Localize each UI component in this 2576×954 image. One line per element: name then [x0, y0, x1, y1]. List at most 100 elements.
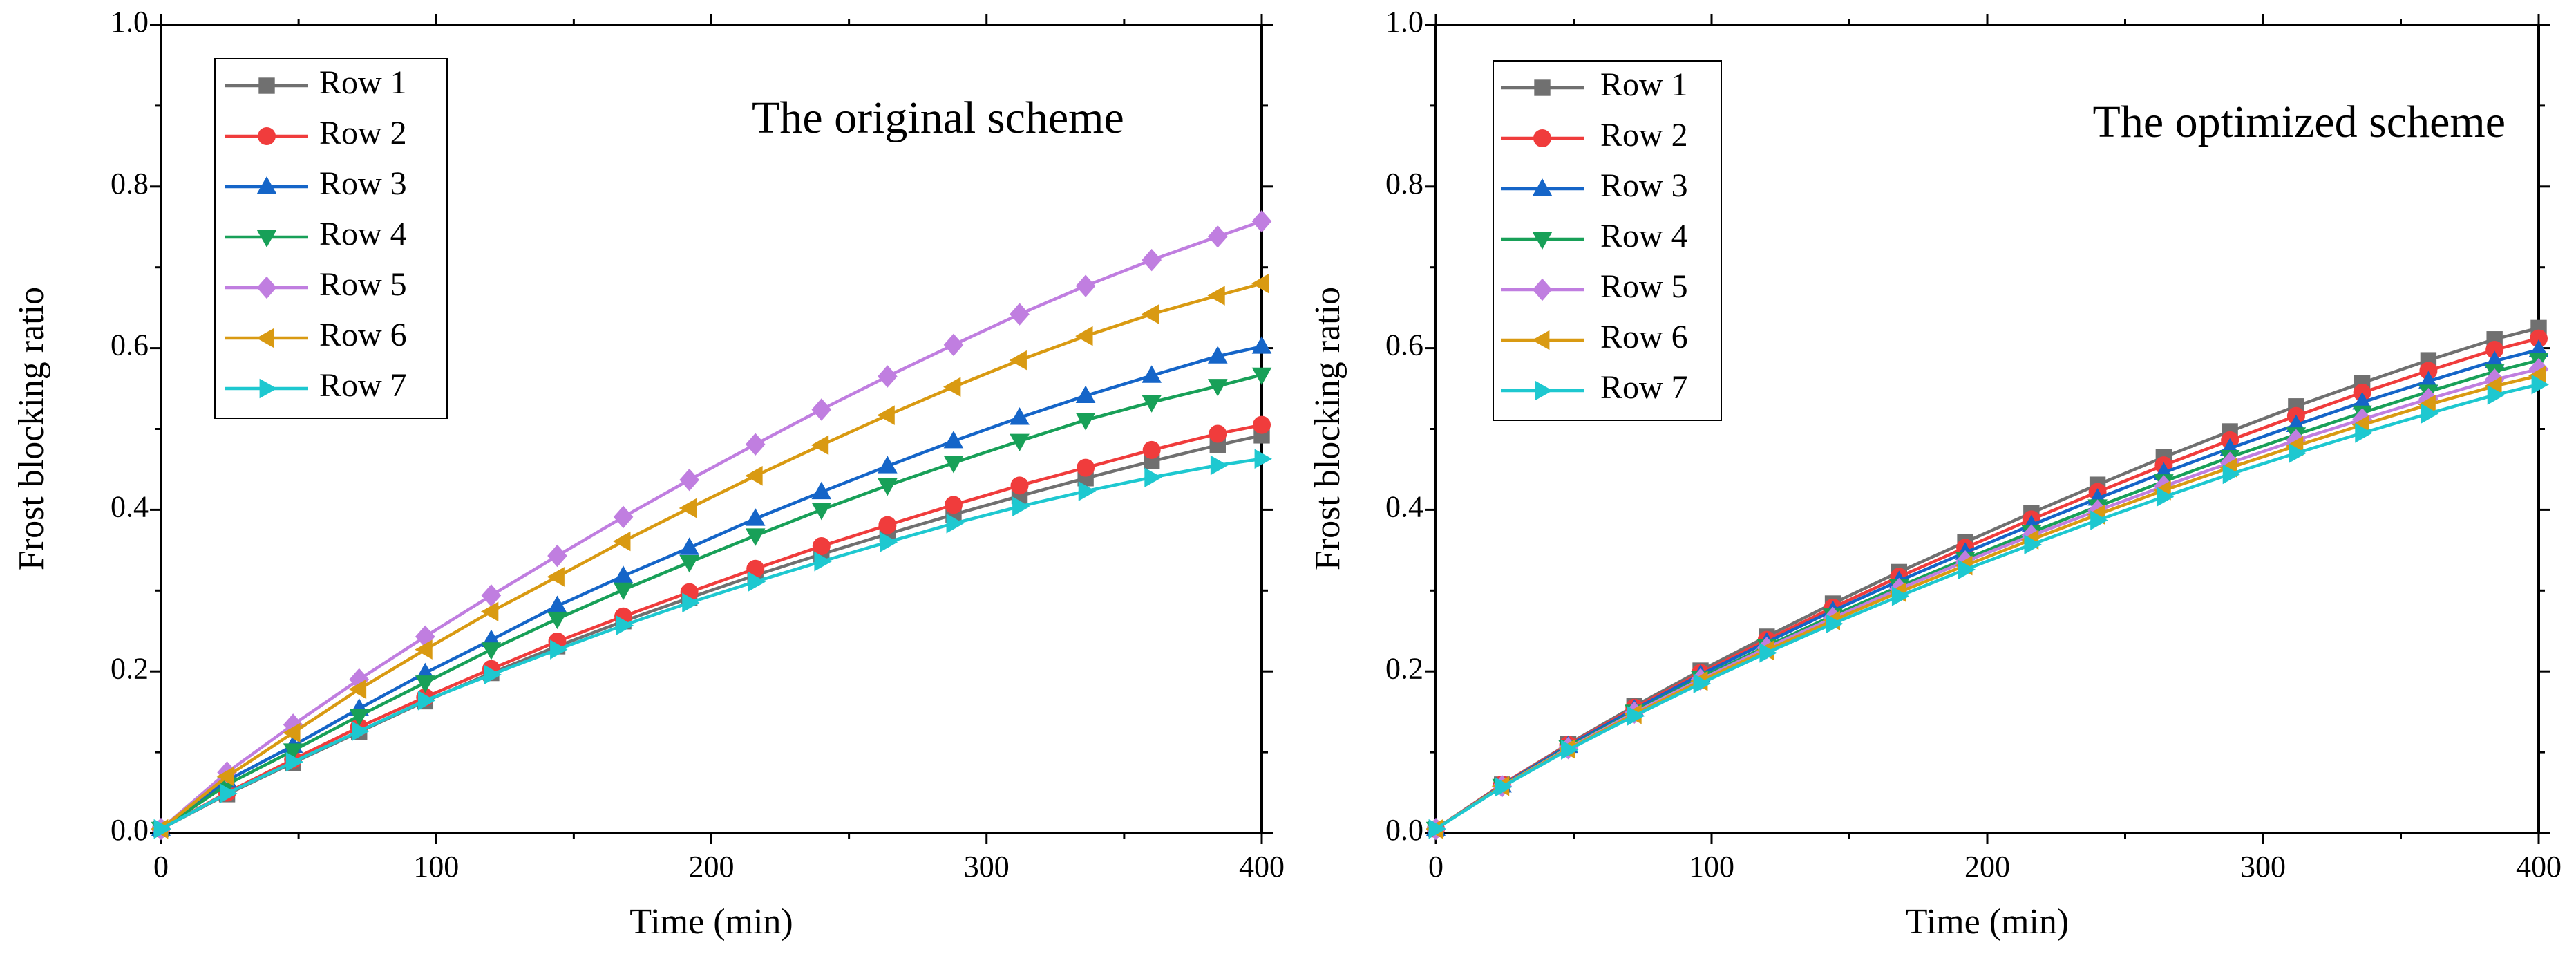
legend-label: Row 3: [1600, 167, 1688, 204]
legend-label: Row 1: [319, 64, 407, 101]
x-tick-label: 100: [1689, 850, 1734, 883]
data-point: [2484, 350, 2505, 368]
x-tick-label: 0: [1428, 850, 1443, 883]
legend-marker: [256, 276, 277, 299]
y-tick-label: 0.6: [1385, 328, 1423, 362]
data-point: [811, 435, 829, 456]
data-point: [1207, 225, 1228, 248]
data-point: [1759, 643, 1777, 663]
x-tick-label: 0: [153, 850, 169, 883]
y-tick-label: 1.0: [1385, 5, 1423, 39]
y-tick-label: 0.0: [1385, 813, 1423, 847]
data-point: [613, 531, 631, 552]
data-point: [1010, 407, 1030, 425]
data-point: [811, 503, 832, 521]
legend-marker: [256, 176, 277, 194]
legend-label: Row 7: [319, 367, 407, 404]
y-tick-label: 0.2: [111, 651, 149, 685]
series-line: [160, 373, 1262, 831]
legend-label: Row 3: [319, 165, 407, 202]
data-point: [2487, 385, 2506, 405]
panel-original: 0.0 0.2 0.4 0.6 0.8 1.0 0 100 200 300 40…: [12, 5, 1285, 942]
data-point: [1009, 350, 1027, 371]
data-point: [348, 679, 367, 700]
data-point: [745, 528, 766, 546]
y-tick-label: 0.8: [111, 167, 149, 200]
legend-label: Row 2: [1600, 117, 1688, 153]
data-point: [2528, 339, 2549, 357]
y-axis-title: Frost blocking ratio: [12, 287, 51, 570]
data-point: [1251, 273, 1269, 294]
data-point: [811, 398, 832, 421]
data-point: [943, 431, 964, 449]
data-point: [283, 722, 301, 743]
panel-title: The optimized scheme: [2093, 97, 2506, 147]
y-axis-title: Frost blocking ratio: [1308, 287, 1347, 570]
legend-marks: [225, 77, 308, 399]
data-point: [417, 690, 436, 711]
axis-tick-labels: 0.0 0.2 0.4 0.6 0.8 1.0 0 100 200 300 40…: [1385, 5, 2561, 883]
legend-marker: [1532, 178, 1553, 196]
legend-label: Row 5: [319, 266, 407, 303]
y-tick-label: 0.4: [1385, 489, 1423, 523]
legend-marker: [1532, 232, 1553, 250]
series-line: [160, 423, 1262, 831]
legend-label: Row 6: [319, 317, 407, 353]
data-point: [1561, 740, 1579, 760]
legend-label: Row 6: [1600, 319, 1688, 355]
data-point: [679, 498, 697, 518]
data-point: [745, 466, 763, 486]
data-point: [1075, 413, 1096, 431]
legend-marker: [258, 77, 275, 94]
data-point: [1254, 449, 1272, 469]
data-point: [679, 537, 699, 555]
y-tick-label: 1.0: [111, 5, 149, 39]
data-point: [2419, 362, 2438, 380]
data-point: [2156, 487, 2175, 507]
data-point: [812, 537, 831, 556]
x-tick-label: 100: [413, 850, 459, 883]
y-tick-label: 0.0: [111, 813, 149, 847]
data-point: [1075, 274, 1096, 297]
data-point: [1078, 481, 1097, 501]
series-line: [160, 281, 1262, 830]
legend-marker: [256, 230, 277, 247]
data-point: [1010, 303, 1030, 326]
series-line: [160, 345, 1262, 830]
data-point: [745, 433, 766, 456]
data-point: [1251, 209, 1272, 233]
data-point: [547, 567, 565, 587]
legend-marker: [259, 378, 277, 399]
data-point: [547, 595, 567, 613]
data-point: [283, 743, 303, 761]
data-point: [2222, 464, 2241, 485]
data-point: [1693, 673, 1711, 694]
legend-marker: [1535, 380, 1553, 401]
data-point: [613, 505, 634, 529]
legend: Row 1 Row 2 Row 3 Row 4 Row 5 Row 6 Row …: [1493, 60, 1722, 421]
data-point: [943, 456, 964, 474]
data-point: [2421, 403, 2439, 424]
data-point: [547, 544, 567, 568]
series-line: [1434, 367, 2539, 831]
data-point: [814, 551, 832, 572]
series-layer: [151, 209, 1272, 841]
x-tick-label: 400: [1239, 850, 1285, 883]
data-point: [1207, 286, 1225, 306]
data-point: [1077, 458, 1095, 477]
data-point: [878, 516, 897, 534]
x-tick-label: 300: [964, 850, 1010, 883]
legend: Row 1 Row 2 Row 3 Row 4 Row 5 Row 6 Row …: [214, 58, 448, 419]
data-point: [550, 639, 568, 660]
data-point: [943, 377, 961, 398]
series-line: [1434, 383, 2539, 831]
series-line: [160, 433, 1262, 831]
data-point: [1144, 467, 1162, 487]
series-line: [160, 219, 1262, 830]
data-point: [1428, 819, 1446, 839]
data-point: [2024, 534, 2042, 554]
data-point: [481, 584, 502, 607]
data-point: [285, 751, 304, 772]
data-point: [1826, 613, 1844, 634]
data-point: [946, 513, 964, 534]
